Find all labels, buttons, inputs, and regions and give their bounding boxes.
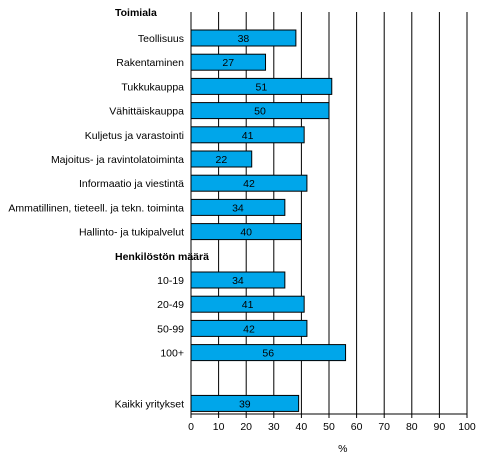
x-tick-label: 0	[188, 421, 194, 433]
bar-value-label: 40	[240, 227, 252, 239]
x-axis: 0 10 20 30 40 50 60 70 80 90 100%	[188, 12, 476, 455]
x-tick-label: 100	[458, 421, 476, 433]
x-tick-label: 20	[240, 421, 252, 433]
category-label: Majoitus- ja ravintolatoiminta	[51, 154, 184, 166]
x-tick-label: 80	[406, 421, 418, 433]
category-label: 20-49	[157, 299, 184, 311]
category-label: 100+	[160, 348, 184, 360]
category-labels: Toimiala Teollisuus Rakentaminen Tukkukaupp…	[8, 7, 209, 411]
bar-value-label: 50	[254, 106, 266, 118]
x-tick-label: 90	[434, 421, 446, 433]
x-tick-label: 50	[323, 421, 335, 433]
category-label: Teollisuus	[138, 33, 184, 45]
group-title: Toimiala	[115, 7, 157, 19]
bar-value-label: 56	[262, 348, 274, 360]
x-tick-label: 70	[378, 421, 390, 433]
category-label: Informaatio ja viestintä	[79, 178, 184, 190]
bar-value-label: 38	[238, 33, 250, 45]
category-label: Kaikki yritykset	[115, 398, 185, 410]
bar-value-label: 41	[242, 130, 254, 142]
bar-value-label: 41	[242, 299, 254, 311]
category-label: 10-19	[157, 275, 184, 287]
bar-value-label: 42	[243, 323, 255, 335]
group-title: Henkilöstön määrä	[115, 251, 209, 263]
category-label: Vähittäiskauppa	[109, 106, 184, 118]
category-label: Kuljetus ja varastointi	[85, 130, 184, 142]
x-tick-label: 60	[351, 421, 363, 433]
bar-value-label: 34	[232, 275, 244, 287]
bar-value-label: 39	[239, 398, 251, 410]
category-label: Ammatillinen, tieteell. ja tekn. toimint…	[8, 202, 184, 214]
bar-value-label: 42	[243, 178, 255, 190]
x-tick-label: 40	[296, 421, 308, 433]
category-label: Hallinto- ja tukipalvelut	[79, 227, 184, 239]
category-label: Tukkukauppa	[121, 81, 184, 93]
category-label: 50-99	[157, 323, 184, 335]
x-axis-label: %	[338, 443, 347, 455]
x-tick-label: 10	[213, 421, 225, 433]
bar-value-label: 22	[216, 154, 228, 166]
bar-value-label: 51	[256, 81, 268, 93]
bar-value-label: 34	[232, 202, 244, 214]
category-label: Rakentaminen	[116, 57, 184, 69]
bar-value-label: 27	[222, 57, 234, 69]
x-tick-label: 30	[268, 421, 280, 433]
